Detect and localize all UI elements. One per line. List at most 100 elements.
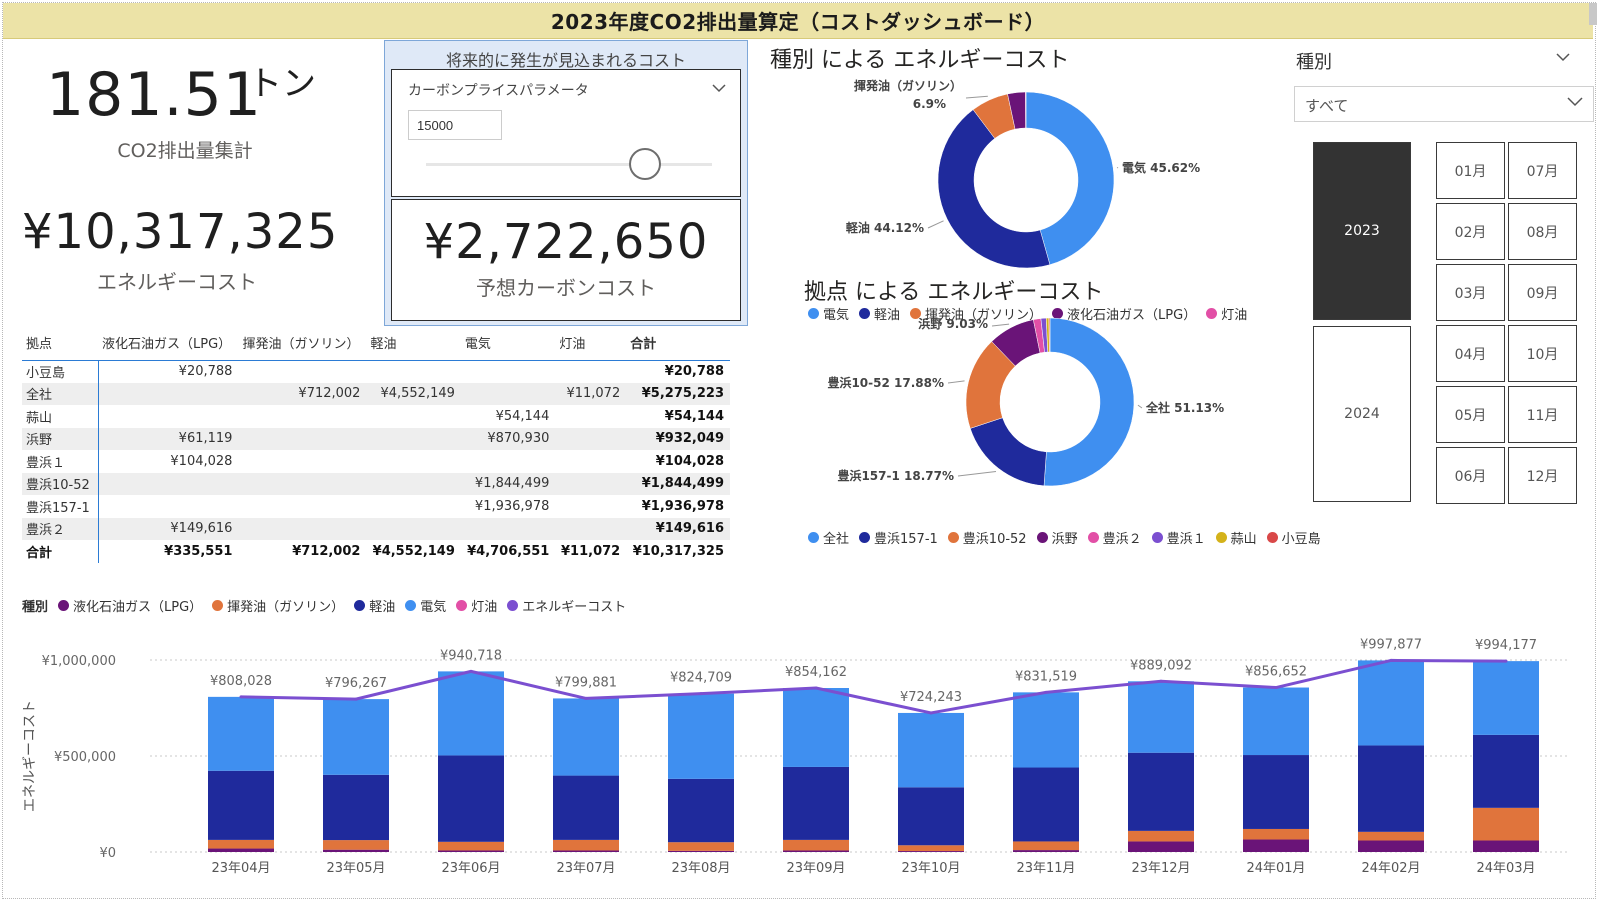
month-button[interactable]: 10月 [1508, 325, 1577, 382]
bar-segment[interactable] [1128, 830, 1194, 842]
month-button[interactable]: 12月 [1508, 447, 1577, 504]
bar-segment[interactable] [438, 850, 504, 852]
bar-segment[interactable] [668, 778, 734, 843]
bar-segment[interactable] [553, 775, 619, 840]
legend-item[interactable]: 小豆島 [1266, 528, 1321, 547]
legend-item[interactable]: エネルギーコスト [507, 596, 626, 615]
bar-segment[interactable] [323, 699, 389, 775]
chevron-down-icon[interactable] [1556, 50, 1570, 66]
line-point[interactable] [699, 692, 703, 696]
legend-item[interactable]: 灯油 [1206, 304, 1247, 323]
table-row[interactable]: 全社 ¥712,002 ¥4,552,149 ¥11,072 ¥5,275,223 [22, 382, 730, 405]
bar-segment[interactable] [898, 845, 964, 852]
bar-segment[interactable] [668, 693, 734, 779]
legend-item[interactable]: 浜野 [1036, 528, 1078, 547]
table-row[interactable]: 浜野 ¥61,119 ¥870,930 ¥932,049 [22, 427, 730, 450]
column-header[interactable]: 軽油 [366, 326, 461, 361]
parameter-slider-thumb[interactable] [628, 148, 661, 180]
month-button[interactable]: 02月 [1436, 203, 1505, 260]
donut-slice[interactable] [1025, 91, 1115, 265]
bar-segment[interactable] [783, 688, 849, 767]
month-button[interactable]: 06月 [1436, 447, 1505, 504]
scrollbar[interactable] [1589, 3, 1597, 25]
legend-item[interactable]: 軽油 [354, 596, 395, 615]
donut-slice[interactable] [1043, 318, 1135, 487]
bar-segment[interactable] [1473, 807, 1539, 841]
bar-segment[interactable] [208, 848, 274, 852]
month-button[interactable]: 05月 [1436, 386, 1505, 443]
bar-segment[interactable] [553, 839, 619, 851]
parameter-input[interactable] [408, 110, 502, 140]
bar-segment[interactable] [1243, 755, 1309, 829]
year-button-2024[interactable]: 2024 [1313, 326, 1411, 502]
line-point[interactable] [1504, 659, 1508, 663]
month-button[interactable]: 08月 [1508, 203, 1577, 260]
table-row[interactable]: 豊浜10-52 ¥1,844,499 ¥1,844,499 [22, 472, 730, 495]
bar-segment[interactable] [668, 842, 734, 851]
bar-segment[interactable] [898, 712, 964, 788]
bar-segment[interactable] [1358, 831, 1424, 841]
bar-segment[interactable] [323, 840, 389, 850]
line-point[interactable] [239, 695, 243, 699]
bar-segment[interactable] [1128, 681, 1194, 753]
month-button[interactable]: 07月 [1508, 142, 1577, 199]
month-button[interactable]: 11月 [1508, 386, 1577, 443]
column-header[interactable]: 液化石油ガス（LPG） [98, 326, 239, 361]
bar-segment[interactable] [1128, 752, 1194, 831]
type-dropdown[interactable]: すべて [1294, 86, 1594, 122]
column-header[interactable]: 合計 [626, 326, 730, 361]
month-button[interactable]: 03月 [1436, 264, 1505, 321]
legend-item[interactable]: 灯油 [456, 596, 497, 615]
bar-segment[interactable] [438, 841, 504, 851]
bar-segment[interactable] [208, 839, 274, 849]
bar-segment[interactable] [898, 851, 964, 852]
line-point[interactable] [584, 696, 588, 700]
total-row[interactable]: 合計 ¥335,551 ¥712,002 ¥4,552,149 ¥4,706,551 ¥1… [22, 540, 730, 563]
bar-segment[interactable] [783, 850, 849, 852]
table-row[interactable]: 豊浜１ ¥104,028 ¥104,028 [22, 450, 730, 473]
bar-segment[interactable] [1013, 692, 1079, 768]
bar-segment[interactable] [323, 849, 389, 852]
line-point[interactable] [929, 711, 933, 715]
column-header[interactable]: 拠点 [22, 326, 98, 361]
table-row[interactable]: 蒜山 ¥54,144 ¥54,144 [22, 405, 730, 428]
bar-segment[interactable] [1473, 840, 1539, 852]
bar-segment[interactable] [783, 766, 849, 840]
bar-segment[interactable] [1013, 841, 1079, 851]
bar-segment[interactable] [898, 787, 964, 846]
bar-segment[interactable] [553, 698, 619, 776]
month-button[interactable]: 04月 [1436, 325, 1505, 382]
legend-item[interactable]: 液化石油ガス（LPG） [1052, 304, 1196, 323]
table-row[interactable]: 豊浜157-1 ¥1,936,978 ¥1,936,978 [22, 495, 730, 518]
line-point[interactable] [1274, 686, 1278, 690]
legend-item[interactable]: 電気 [808, 304, 849, 323]
donut-slice[interactable] [1048, 318, 1051, 353]
bar-segment[interactable] [438, 755, 504, 842]
legend-item[interactable]: 蒜山 [1215, 528, 1257, 547]
bar-segment[interactable] [1013, 850, 1079, 852]
line-point[interactable] [1389, 658, 1393, 662]
donut-slice[interactable] [1025, 91, 1027, 129]
donut-slice[interactable] [969, 417, 1047, 487]
bar-segment[interactable] [1473, 734, 1539, 808]
bar-segment[interactable] [1243, 839, 1309, 852]
table-row[interactable]: 豊浜２ ¥149,616 ¥149,616 [22, 517, 730, 540]
legend-item[interactable]: 豊浜157-1 [859, 528, 938, 547]
bar-segment[interactable] [783, 839, 849, 851]
line-point[interactable] [814, 686, 818, 690]
bar-segment[interactable] [1128, 841, 1194, 852]
column-header[interactable]: 灯油 [555, 326, 627, 361]
bar-segment[interactable] [1013, 767, 1079, 842]
bar-segment[interactable] [1358, 745, 1424, 832]
column-header[interactable]: 電気 [460, 326, 556, 361]
line-point[interactable] [469, 669, 473, 673]
parameter-slider-track[interactable] [426, 148, 712, 180]
line-point[interactable] [1044, 690, 1048, 694]
bar-segment[interactable] [438, 671, 504, 756]
month-button[interactable]: 01月 [1436, 142, 1505, 199]
legend-item[interactable]: 軽油 [859, 304, 900, 323]
bar-segment[interactable] [1358, 840, 1424, 852]
bar-segment[interactable] [323, 774, 389, 841]
legend-item[interactable]: 電気 [405, 596, 446, 615]
chevron-down-icon[interactable] [712, 82, 726, 96]
